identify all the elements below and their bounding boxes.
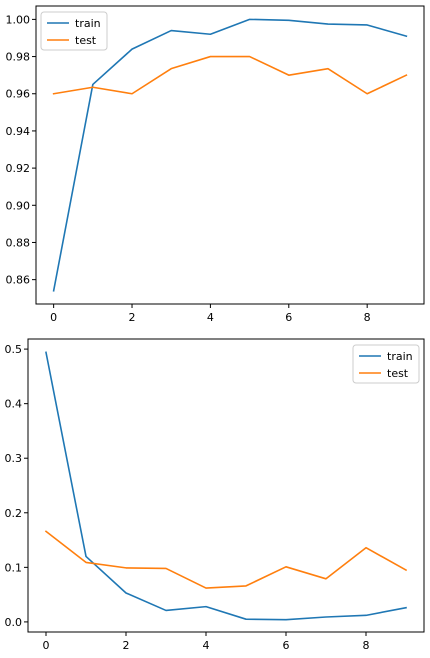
legend-label-train: train — [75, 17, 101, 30]
chart-2: 0 2 4 6 8 0.0 0.1 0.2 0.3 0.4 0.5 train test — [5, 338, 425, 652]
legend: train test — [352, 344, 420, 384]
x-tick-label: 0 — [43, 639, 50, 652]
legend-label-train: train — [387, 350, 413, 363]
y-tick-label: 0.90 — [6, 199, 31, 212]
y-tick-label: 0.92 — [6, 162, 31, 175]
y-tick-label: 0.2 — [5, 507, 23, 520]
y-tick-label: 1.00 — [6, 13, 31, 26]
chart-1: 0 2 4 6 8 0.86 0.88 0.90 0.92 0.94 0.96 0.98 1.00 tra… — [6, 5, 425, 324]
y-tick-label: 0.0 — [5, 616, 23, 629]
y-tick-label: 0.5 — [5, 343, 23, 356]
y-tick-label: 0.94 — [6, 125, 31, 138]
x-tick-label: 8 — [364, 311, 371, 324]
x-tick-label: 6 — [283, 639, 290, 652]
plot-frame — [27, 338, 425, 633]
y-tick-label: 0.96 — [6, 88, 31, 101]
x-tick-label: 0 — [50, 311, 57, 324]
legend-label-test: test — [387, 367, 409, 380]
y-tick-label: 0.86 — [6, 274, 31, 287]
series-line-test — [44, 530, 408, 589]
legend-label-test: test — [75, 34, 97, 47]
y-tick-label: 0.4 — [5, 398, 23, 411]
plot-frame — [35, 5, 425, 305]
x-tick-label: 8 — [363, 639, 370, 652]
y-tick-label: 0.3 — [5, 452, 23, 465]
x-tick-label: 2 — [129, 311, 136, 324]
series-line-train — [45, 351, 407, 621]
y-tick-label: 0.98 — [6, 51, 31, 64]
x-tick-label: 4 — [203, 639, 210, 652]
x-tick-label: 4 — [207, 311, 214, 324]
x-tick-label: 2 — [123, 639, 130, 652]
series-line-train — [52, 18, 408, 292]
legend: train test — [40, 11, 108, 51]
y-tick-label: 0.88 — [6, 236, 31, 249]
x-tick-label: 6 — [285, 311, 292, 324]
series-line-test — [52, 55, 408, 95]
y-tick-label: 0.1 — [5, 561, 23, 574]
